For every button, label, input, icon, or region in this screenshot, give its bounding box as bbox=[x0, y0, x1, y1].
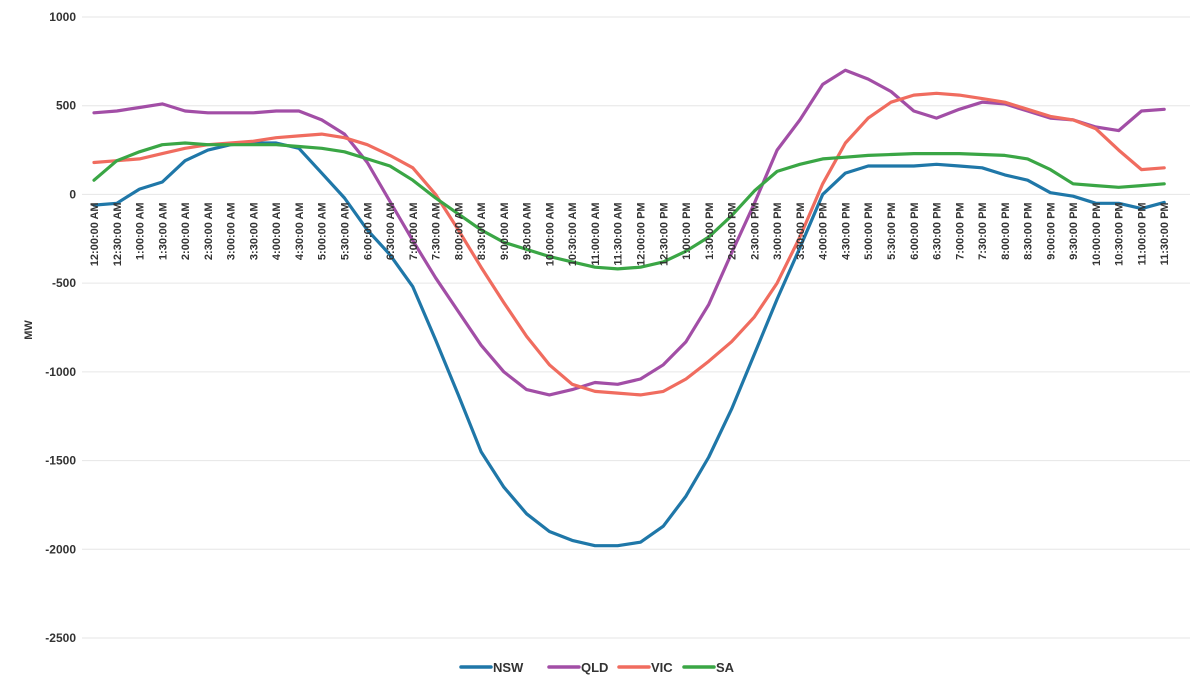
x-tick-label: 6:30:00 PM bbox=[932, 202, 944, 259]
x-tick-label: 6:00:00 PM bbox=[909, 202, 921, 259]
x-tick-label: 5:00:00 PM bbox=[863, 202, 875, 259]
x-tick-label: 1:00:00 AM bbox=[135, 202, 147, 260]
x-axis-ticks: 12:00:00 AM 12:30:00 AM 1:00:00 AM 1:30:00 … bbox=[89, 202, 1171, 266]
x-tick-label: 5:30:00 PM bbox=[886, 202, 898, 259]
x-tick-label: 7:00:00 PM bbox=[954, 202, 966, 259]
x-tick-label: 9:00:00 PM bbox=[1045, 202, 1057, 259]
x-tick-label: 8:30:00 PM bbox=[1023, 202, 1035, 259]
x-tick-label: 11:30:00 PM bbox=[1159, 202, 1171, 265]
x-tick-label: 10:00:00 AM bbox=[544, 202, 556, 266]
legend-label: SA bbox=[716, 660, 735, 675]
x-tick-label: 10:30:00 PM bbox=[1114, 202, 1126, 266]
x-tick-label: 9:00:00 AM bbox=[499, 202, 511, 260]
x-tick-label: 4:00:00 PM bbox=[818, 202, 830, 259]
x-tick-label: 5:30:00 AM bbox=[340, 202, 352, 260]
y-axis-ticks: 1000 500 0 -500 -1000 -1500 -2000 -2500 bbox=[45, 10, 76, 645]
y-tick-label: -1500 bbox=[45, 454, 76, 468]
x-tick-label: 12:30:00 AM bbox=[112, 202, 124, 266]
legend-item-nsw: NSW bbox=[459, 660, 524, 675]
x-tick-label: 2:30:00 PM bbox=[749, 202, 761, 259]
x-tick-label: 9:30:00 AM bbox=[522, 202, 534, 260]
y-axis-label: MW bbox=[23, 320, 35, 340]
x-tick-label: 4:30:00 AM bbox=[294, 202, 306, 260]
series-line-vic bbox=[92, 91, 1166, 397]
x-tick-label: 5:00:00 AM bbox=[317, 202, 329, 260]
x-tick-label: 10:30:00 AM bbox=[567, 202, 579, 266]
legend-label: VIC bbox=[651, 660, 673, 675]
x-tick-label: 7:30:00 PM bbox=[977, 202, 989, 259]
x-tick-label: 6:30:00 AM bbox=[385, 202, 397, 260]
series-lines bbox=[92, 68, 1166, 548]
y-tick-label: 1000 bbox=[49, 10, 76, 24]
y-tick-label: -2500 bbox=[45, 631, 76, 645]
x-tick-label: 3:30:00 PM bbox=[795, 202, 807, 259]
x-tick-label: 6:00:00 AM bbox=[362, 202, 374, 260]
y-tick-label: 0 bbox=[69, 187, 76, 201]
x-tick-label: 12:00:00 PM bbox=[636, 202, 648, 266]
x-tick-label: 1:30:00 AM bbox=[157, 202, 169, 260]
x-tick-label: 8:30:00 AM bbox=[476, 202, 488, 260]
x-tick-label: 11:00:00 PM bbox=[1137, 202, 1149, 265]
series-line-sa bbox=[92, 141, 1166, 271]
x-tick-label: 12:00:00 AM bbox=[89, 202, 101, 266]
x-tick-label: 8:00:00 AM bbox=[453, 202, 465, 260]
y-tick-label: -1000 bbox=[45, 365, 76, 379]
grid-lines bbox=[82, 16, 1190, 639]
x-tick-label: 2:30:00 AM bbox=[203, 202, 215, 260]
x-tick-label: 3:00:00 AM bbox=[226, 202, 238, 260]
x-tick-label: 9:30:00 PM bbox=[1068, 202, 1080, 259]
x-tick-label: 8:00:00 PM bbox=[1000, 202, 1012, 259]
y-tick-label: -500 bbox=[52, 276, 76, 290]
x-tick-label: 7:30:00 AM bbox=[431, 202, 443, 260]
x-tick-label: 11:00:00 AM bbox=[590, 202, 602, 265]
x-tick-label: 1:00:00 PM bbox=[681, 202, 693, 259]
x-tick-label: 10:00:00 PM bbox=[1091, 202, 1103, 266]
x-tick-label: 4:00:00 AM bbox=[271, 202, 283, 260]
x-tick-label: 7:00:00 AM bbox=[408, 202, 420, 260]
x-tick-label: 12:30:00 PM bbox=[658, 202, 670, 266]
x-tick-label: 3:00:00 PM bbox=[772, 202, 784, 259]
y-tick-label: 500 bbox=[56, 99, 76, 113]
x-tick-label: 3:30:00 AM bbox=[248, 202, 260, 260]
x-tick-label: 11:30:00 AM bbox=[613, 202, 625, 265]
legend-label: QLD bbox=[581, 660, 608, 675]
legend-item-sa: SA bbox=[682, 660, 735, 675]
x-tick-label: 1:30:00 PM bbox=[704, 202, 716, 259]
series-line-qld bbox=[92, 68, 1166, 397]
x-tick-label: 4:30:00 PM bbox=[840, 202, 852, 259]
legend: NSW QLD VIC SA bbox=[459, 660, 735, 675]
legend-label: NSW bbox=[493, 660, 524, 675]
x-tick-label: 2:00:00 PM bbox=[727, 202, 739, 259]
series-line-nsw bbox=[92, 141, 1166, 548]
x-tick-label: 2:00:00 AM bbox=[180, 202, 192, 260]
y-tick-label: -2000 bbox=[45, 542, 76, 556]
legend-item-vic: VIC bbox=[617, 660, 673, 675]
legend-item-qld: QLD bbox=[547, 660, 608, 675]
